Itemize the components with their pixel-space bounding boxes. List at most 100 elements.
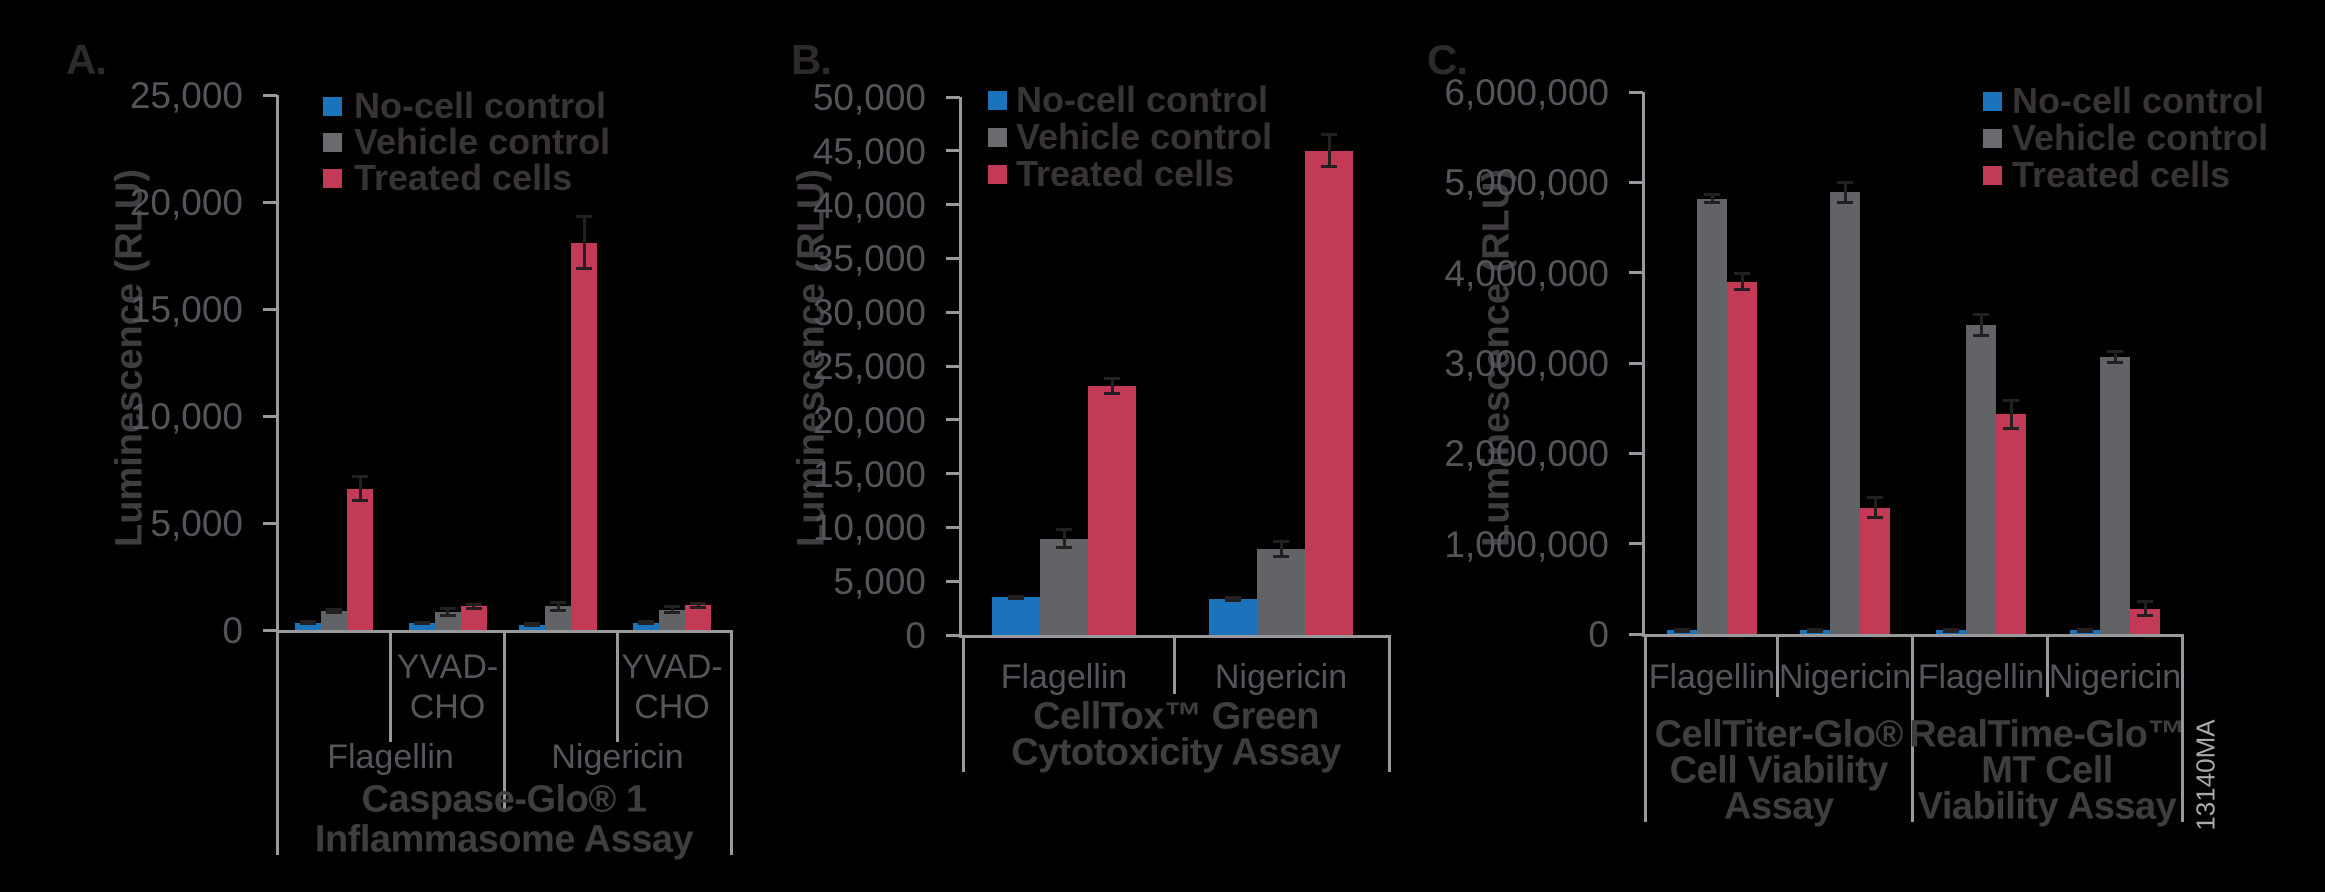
y-tick-label: 1,000,000	[1444, 523, 1609, 565]
category-label: YVAD- CHO	[621, 648, 723, 726]
bar-vehicle-control	[545, 606, 571, 630]
error-bar-cap-top	[664, 604, 680, 608]
assay-title-line: Cytotoxicity Assay	[1011, 731, 1341, 774]
error-bar-cap-top	[1943, 627, 1959, 631]
error-bar-cap-bottom	[1734, 288, 1750, 292]
error-bar-cap-bottom	[690, 605, 706, 609]
error-bar-cap-bottom	[576, 266, 592, 270]
error-bar-line	[1327, 134, 1331, 167]
bar-vehicle-control	[1697, 198, 1727, 634]
y-tick-label: 45,000	[812, 130, 926, 172]
y-tick-mark	[263, 93, 277, 97]
bar-treated-cells	[571, 242, 597, 630]
error-bar-cap-top	[1973, 312, 1989, 316]
y-tick-mark	[263, 200, 277, 204]
error-bar-cap-top	[2003, 399, 2019, 403]
error-bar-cap-top	[1321, 133, 1337, 137]
y-tick-label: 0	[222, 610, 243, 651]
y-tick-mark	[1629, 451, 1643, 455]
y-tick-label: 25,000	[812, 346, 926, 387]
error-bar-cap-top	[465, 603, 482, 607]
panel-letter-b: B.	[791, 36, 832, 83]
legend-swatch-vehicle-control	[1983, 128, 2002, 148]
error-bar-cap-bottom	[1008, 597, 1024, 601]
y-tick-label: 6,000,000	[1444, 72, 1609, 113]
assay-title-line: CellTiter-Glo®	[1654, 713, 1904, 756]
y-axis-line	[1641, 92, 1645, 637]
error-bar-cap-top	[326, 607, 342, 611]
y-tick-label: 5,000	[833, 561, 926, 603]
error-bar-cap-bottom	[352, 499, 368, 503]
bar-treated-cells	[347, 488, 373, 630]
error-bar-cap-bottom	[664, 611, 680, 615]
error-bar-line	[1843, 182, 1847, 203]
legend-swatch-treated-cells	[1983, 165, 2002, 185]
assay-title-line: Inflammasome Assay	[314, 818, 694, 861]
bar-treated-cells	[1996, 414, 2026, 634]
error-bar-cap-bottom	[638, 621, 654, 625]
y-tick-label: 35,000	[812, 238, 926, 280]
error-bar-line	[582, 216, 586, 269]
y-tick-mark	[1629, 361, 1643, 365]
assay-title-line: MT Cell	[1981, 749, 2113, 792]
legend-label-treated-cells: Treated cells	[2012, 154, 2231, 195]
bar-vehicle-control	[1830, 192, 1860, 634]
y-tick-mark	[263, 307, 277, 311]
y-tick-label: 0	[905, 615, 926, 656]
legend-swatch-treated-cells	[988, 164, 1007, 184]
error-bar-cap-bottom	[1973, 334, 1989, 338]
y-tick-mark	[946, 364, 960, 368]
y-tick-mark	[946, 418, 960, 422]
assay-title-line: Viability Assay	[1917, 785, 2177, 828]
y-tick-label: 0	[1588, 614, 1609, 655]
category-bracket-line	[502, 633, 506, 812]
bar-vehicle-control	[1966, 325, 1996, 634]
y-tick-mark	[1629, 180, 1643, 184]
bar-treated-cells	[1860, 507, 1890, 634]
category-bracket-line	[1387, 638, 1391, 772]
category-label: Flagellin	[1917, 658, 2045, 696]
error-bar-cap-top	[1225, 596, 1241, 600]
error-bar-line	[1979, 314, 1983, 336]
error-bar-cap-bottom	[300, 621, 316, 625]
category-bracket-line	[1911, 637, 1914, 822]
category-bracket-line	[1643, 637, 1647, 822]
bar-no-cell-control	[1209, 598, 1257, 635]
x-axis-line	[1643, 634, 2184, 637]
x-axis-line	[277, 630, 733, 633]
error-bar-cap-top	[2077, 627, 2093, 631]
bar-no-cell-control	[519, 624, 545, 630]
bar-vehicle-control	[1257, 549, 1305, 635]
y-tick-label: 30,000	[812, 292, 926, 334]
panel-letter-c: C.	[1427, 36, 1468, 83]
legend-label-no-cell-control: No-cell control	[2012, 80, 2265, 121]
error-bar-cap-top	[1807, 627, 1823, 631]
error-bar-cap-top	[524, 622, 540, 626]
y-tick-label: 20,000	[812, 399, 926, 441]
y-tick-label: 10,000	[812, 507, 926, 549]
y-tick-label: 5,000	[150, 503, 243, 544]
error-bar-cap-bottom	[465, 606, 482, 610]
y-tick-mark	[946, 579, 960, 583]
assay-title-line: RealTime-Glo™	[1909, 713, 2185, 756]
category-bracket-line	[729, 633, 733, 855]
error-bar-cap-bottom	[2137, 614, 2153, 618]
y-axis-label: Luminescence (RLU)	[108, 169, 151, 547]
bar-no-cell-control	[633, 622, 659, 630]
category-bracket-line	[616, 633, 619, 742]
error-bar-cap-top	[2107, 349, 2123, 353]
error-bar-line	[1873, 497, 1877, 518]
legend-swatch-no-cell-control	[988, 90, 1007, 110]
category-bracket-line	[389, 633, 392, 742]
y-tick-label: 15,000	[812, 453, 926, 495]
y-tick-mark	[1629, 271, 1643, 275]
error-bar-cap-top	[352, 475, 368, 479]
error-bar-cap-top	[690, 601, 706, 605]
bar-vehicle-control	[659, 609, 685, 630]
error-bar-line	[2143, 601, 2147, 616]
category-bracket-line	[2180, 637, 2184, 822]
error-bar-line	[2009, 400, 2013, 429]
error-bar-cap-bottom	[1273, 555, 1289, 559]
error-bar-cap-top	[1674, 627, 1690, 631]
